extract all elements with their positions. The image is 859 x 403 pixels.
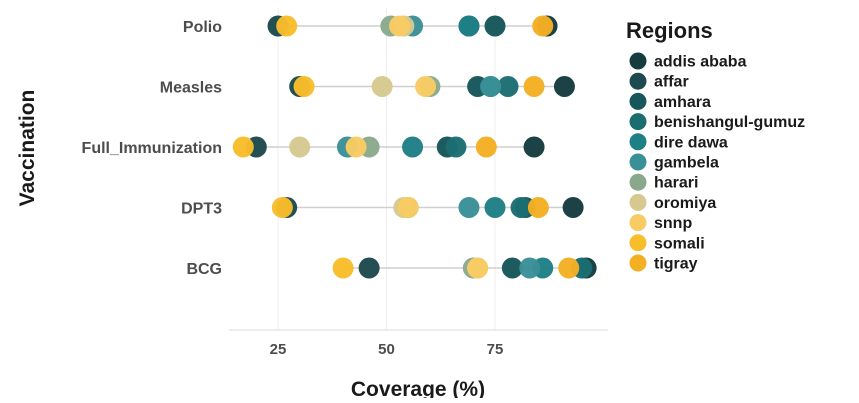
legend-swatch: [629, 133, 647, 151]
data-point: [289, 136, 311, 158]
legend-swatch: [629, 254, 647, 272]
data-point: [415, 76, 437, 97]
x-tick-label: 25: [270, 341, 287, 358]
y-tick-label: Full_Immunization: [82, 140, 222, 157]
legend-label: amhara: [654, 94, 711, 111]
data-point: [389, 15, 411, 37]
data-point: [232, 136, 254, 158]
legend-label: somali: [654, 235, 705, 252]
legend-label: addis ababa: [654, 54, 747, 71]
data-point: [501, 257, 523, 279]
data-point: [523, 76, 545, 97]
data-point: [519, 257, 541, 279]
y-tick-label: DPT3: [181, 201, 222, 218]
data-point: [276, 15, 298, 37]
legend-swatch: [629, 214, 647, 232]
data-point: [402, 136, 424, 158]
data-point: [523, 136, 545, 158]
data-point: [293, 76, 315, 97]
data-point: [497, 76, 519, 97]
data-point: [562, 197, 584, 218]
legend-swatch: [629, 72, 647, 90]
data-point: [532, 15, 554, 37]
legend-swatch: [629, 153, 647, 171]
legend-label: tigray: [654, 256, 698, 273]
data-point: [445, 136, 467, 158]
data-point: [558, 257, 580, 279]
y-tick-label: BCG: [186, 261, 222, 278]
data-point: [510, 197, 532, 218]
y-axis-title: Vaccination: [16, 90, 39, 207]
data-point: [484, 197, 506, 218]
legend-label: benishangul-gumuz: [654, 114, 805, 131]
data-point: [467, 257, 489, 279]
data-point: [475, 136, 497, 158]
data-point: [527, 197, 549, 218]
legend-label: snnp: [654, 215, 692, 232]
legend-swatch: [629, 193, 647, 211]
grid-layer: [277, 8, 496, 330]
legend-title: Regions: [626, 18, 713, 43]
legend-swatch: [629, 113, 647, 131]
legend-label: oromiya: [654, 195, 716, 212]
x-axis-title: Coverage (%): [351, 378, 485, 398]
data-point: [458, 15, 480, 37]
data-point: [480, 76, 502, 97]
axis-layer: Coverage (%) Vaccination 25 50 75 Polio Meas…: [16, 19, 608, 401]
data-point: [458, 197, 480, 218]
legend-label: harari: [654, 175, 698, 192]
legend-label: gambela: [654, 155, 719, 172]
legend-swatch: [629, 234, 647, 252]
data-point: [484, 15, 506, 37]
legend-swatch: [629, 92, 647, 110]
data-point: [271, 197, 293, 218]
data-point: [553, 76, 575, 97]
legend-swatch: [629, 173, 647, 191]
data-point: [358, 257, 380, 279]
data-point: [332, 257, 354, 279]
legend-label: affar: [654, 74, 689, 91]
x-tick-label: 50: [378, 341, 395, 358]
rows-layer: [232, 15, 597, 279]
legend: Regions addis ababa affar amhara benishangu…: [626, 18, 805, 273]
data-point: [345, 136, 367, 158]
y-tick-label: Polio: [183, 19, 222, 36]
y-tick-label: Measles: [160, 80, 222, 97]
data-point: [371, 76, 393, 97]
x-tick-label: 75: [487, 341, 504, 358]
data-point: [397, 197, 419, 218]
legend-swatch: [629, 52, 647, 70]
legend-label: dire dawa: [654, 134, 728, 151]
